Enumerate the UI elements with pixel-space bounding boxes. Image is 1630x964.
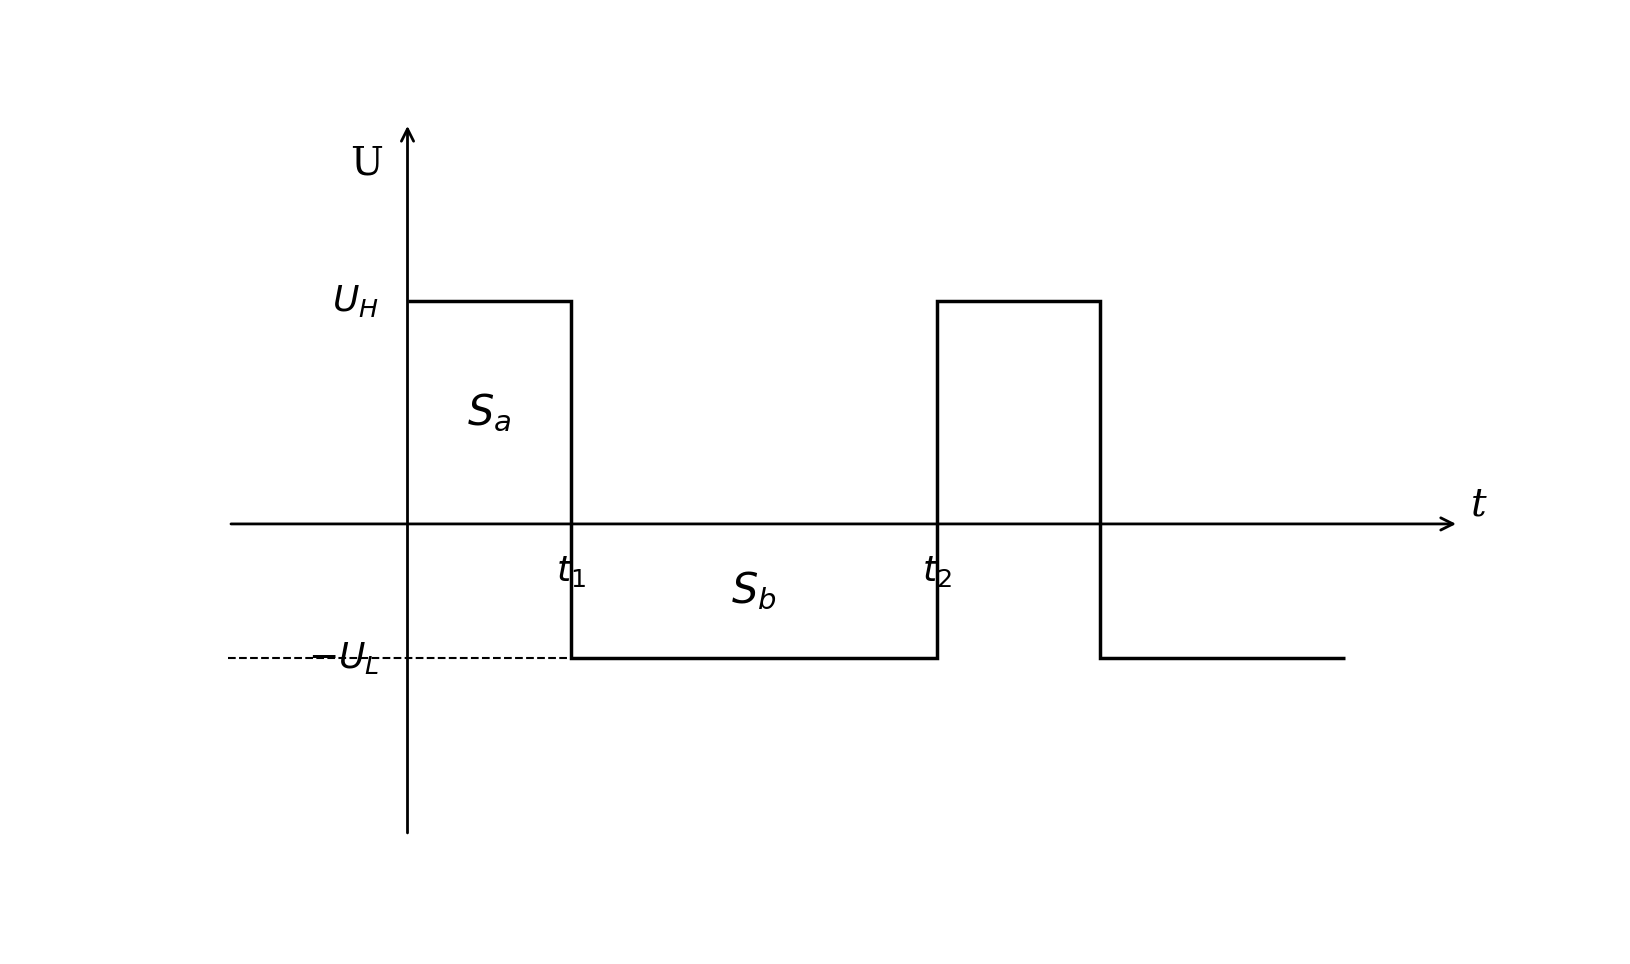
Text: $S_b$: $S_b$: [732, 570, 776, 612]
Text: $S_a$: $S_a$: [466, 391, 512, 434]
Text: $-U_L$: $-U_L$: [308, 639, 380, 676]
Text: $U_H$: $U_H$: [333, 283, 380, 319]
Text: U: U: [350, 146, 383, 182]
Text: $t_2$: $t_2$: [923, 553, 952, 589]
Text: $t_1$: $t_1$: [556, 553, 585, 589]
Text: t: t: [1472, 487, 1487, 523]
